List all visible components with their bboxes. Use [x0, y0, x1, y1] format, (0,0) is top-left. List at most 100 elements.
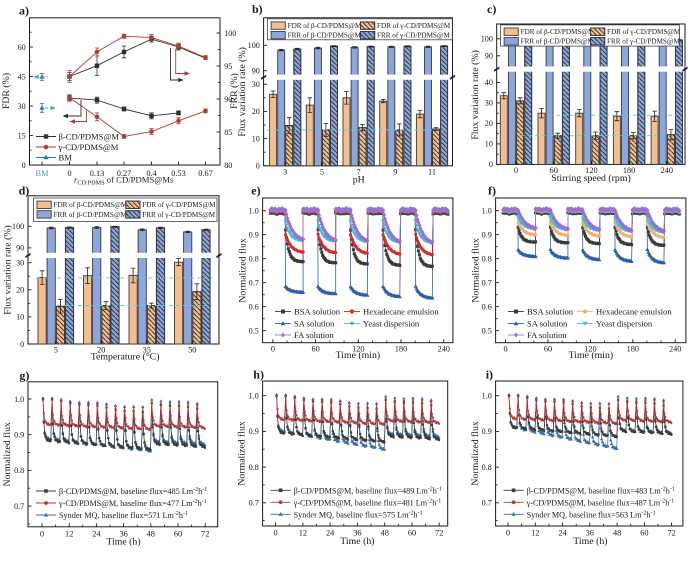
svg-text:72: 72: [435, 529, 443, 538]
svg-text:rCD:PDMS of CD/PDMS@Ms: rCD:PDMS of CD/PDMS@Ms: [74, 175, 174, 187]
svg-text:100: 100: [481, 35, 493, 44]
svg-text:60: 60: [550, 166, 558, 175]
svg-text:a): a): [19, 4, 29, 18]
svg-text:20: 20: [97, 346, 105, 355]
svg-text:0.7: 0.7: [14, 502, 24, 511]
svg-text:180: 180: [395, 344, 407, 353]
svg-text:1.0: 1.0: [14, 395, 24, 404]
svg-text:BSA solution: BSA solution: [527, 307, 574, 317]
svg-text:pH: pH: [353, 174, 365, 185]
svg-text:60: 60: [18, 43, 26, 52]
svg-text:100: 100: [248, 41, 260, 50]
svg-text:30: 30: [252, 80, 260, 89]
svg-text:12: 12: [65, 530, 73, 539]
svg-text:FA solution: FA solution: [527, 330, 567, 340]
svg-text:h): h): [253, 368, 264, 382]
svg-text:48: 48: [147, 530, 155, 539]
svg-text:0.8: 0.8: [249, 463, 259, 472]
svg-text:60: 60: [174, 530, 182, 539]
svg-text:Synder MQ, baseline flux=571 L: Synder MQ, baseline flux=571 Lm-2h-1: [59, 511, 188, 520]
svg-text:FDR of β-CD/PDMS@M: FDR of β-CD/PDMS@M: [54, 201, 128, 209]
svg-text:36: 36: [119, 530, 127, 539]
svg-text:FRR of γ-CD/PDMS@M: FRR of γ-CD/PDMS@M: [607, 38, 680, 46]
svg-text:40: 40: [485, 78, 493, 87]
svg-text:0.9: 0.9: [249, 427, 259, 436]
svg-text:FRR (%): FRR (%): [229, 73, 240, 109]
svg-text:BM: BM: [59, 153, 73, 163]
svg-text:60: 60: [311, 344, 319, 353]
svg-text:0.13: 0.13: [90, 169, 105, 178]
svg-text:0: 0: [256, 162, 260, 171]
svg-text:g): g): [19, 368, 29, 382]
svg-text:0.5: 0.5: [482, 327, 492, 336]
svg-text:120: 120: [584, 344, 596, 353]
svg-text:1.0: 1.0: [249, 392, 259, 401]
svg-text:24: 24: [326, 529, 335, 538]
svg-text:12: 12: [531, 529, 539, 538]
svg-text:Synder MQ, baseline flux=563 L: Synder MQ, baseline flux=563 Lm-2h-1: [527, 510, 656, 519]
svg-text:20: 20: [252, 107, 260, 116]
svg-text:90: 90: [224, 95, 232, 104]
svg-text:Time (h): Time (h): [573, 536, 607, 547]
svg-text:0: 0: [22, 161, 26, 170]
svg-text:0.7: 0.7: [482, 279, 492, 288]
svg-text:1.0: 1.0: [249, 207, 259, 216]
svg-text:35: 35: [143, 346, 151, 355]
svg-text:FRR of β-CD/PDMS@M: FRR of β-CD/PDMS@M: [521, 38, 595, 46]
svg-text:0: 0: [40, 530, 44, 539]
svg-text:0.6: 0.6: [249, 303, 259, 312]
svg-text:FRR of β-CD/PDMS@M: FRR of β-CD/PDMS@M: [288, 32, 362, 40]
svg-text:80: 80: [224, 161, 232, 170]
svg-text:0.4: 0.4: [146, 169, 157, 178]
svg-text:11: 11: [428, 167, 436, 176]
svg-text:90: 90: [252, 67, 260, 76]
svg-text:60: 60: [640, 529, 648, 538]
svg-text:24: 24: [558, 529, 567, 538]
svg-text:FDR of β-CD/PDMS@M: FDR of β-CD/PDMS@M: [521, 28, 595, 36]
svg-text:72: 72: [201, 530, 209, 539]
svg-text:36: 36: [586, 529, 594, 538]
svg-text:90: 90: [16, 244, 24, 253]
svg-text:FDR of γ-CD/PDMS@M: FDR of γ-CD/PDMS@M: [377, 22, 451, 30]
svg-text:0.9: 0.9: [482, 427, 492, 436]
svg-text:120: 120: [352, 344, 364, 353]
svg-text:0: 0: [489, 160, 493, 169]
svg-text:36: 36: [353, 529, 361, 538]
svg-text:3: 3: [283, 167, 287, 176]
svg-text:240: 240: [437, 344, 449, 353]
svg-text:Yeast dispersion: Yeast dispersion: [363, 319, 420, 329]
svg-text:FRR of γ-CD/PDMS@M: FRR of γ-CD/PDMS@M: [377, 32, 450, 40]
svg-text:180: 180: [623, 166, 635, 175]
svg-text:Flux variation rate (%): Flux variation rate (%): [237, 47, 248, 137]
svg-text:Time (h): Time (h): [106, 536, 140, 547]
svg-text:0.53: 0.53: [171, 169, 186, 178]
svg-text:Time (min): Time (min): [569, 350, 614, 361]
svg-text:Normalized flux: Normalized flux: [471, 238, 482, 303]
svg-text:10: 10: [485, 140, 493, 149]
svg-text:5: 5: [320, 167, 324, 176]
svg-text:0: 0: [271, 344, 275, 353]
svg-text:30: 30: [18, 102, 26, 111]
svg-text:FDR (%): FDR (%): [1, 73, 12, 109]
svg-text:Stirring speed (rpm): Stirring speed (rpm): [551, 173, 630, 184]
svg-text:48: 48: [381, 529, 389, 538]
svg-text:0.8: 0.8: [482, 463, 492, 472]
svg-text:0.67: 0.67: [198, 169, 213, 178]
svg-text:30: 30: [16, 259, 24, 268]
svg-text:0.8: 0.8: [249, 255, 259, 264]
svg-text:48: 48: [613, 529, 621, 538]
svg-text:1.0: 1.0: [482, 207, 492, 216]
svg-text:Flux variation rate (%): Flux variation rate (%): [470, 50, 481, 140]
svg-text:120: 120: [585, 166, 597, 175]
svg-text:Synder MQ, baseline flux=575 L: Synder MQ, baseline flux=575 Lm-2h-1: [294, 510, 423, 519]
svg-text:Normalized flux: Normalized flux: [470, 421, 481, 486]
svg-text:FDR of β-CD/PDMS@M: FDR of β-CD/PDMS@M: [288, 22, 362, 30]
svg-text:9: 9: [393, 167, 397, 176]
svg-text:24: 24: [92, 530, 101, 539]
svg-text:FA solution: FA solution: [294, 330, 334, 340]
svg-text:Time (min): Time (min): [336, 350, 381, 361]
svg-text:γ-CD/PDMS@M: γ-CD/PDMS@M: [58, 142, 119, 152]
svg-text:β-CD/PDMS@M: β-CD/PDMS@M: [59, 132, 120, 142]
svg-text:180: 180: [627, 344, 639, 353]
svg-text:i): i): [486, 368, 493, 382]
